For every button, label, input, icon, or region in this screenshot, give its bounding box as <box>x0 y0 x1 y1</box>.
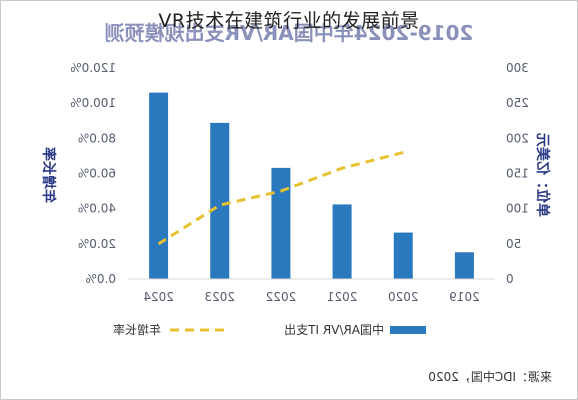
bar-axis-ticks: 0 50 100 150 200 250 300 <box>506 61 529 286</box>
growth-axis-tick: 20.0% <box>78 237 116 251</box>
growth-axis-tick: 0.0% <box>86 272 117 286</box>
category-tick-2019: 2019 <box>449 290 480 304</box>
growth-axis-ticks: 0.0% 20.0% 40.0% 60.0% 80.0% 100.0% 120.0% <box>70 61 116 286</box>
growth-axis-tick: 40.0% <box>78 202 116 216</box>
bar-axis-tick: 0 <box>506 272 514 286</box>
growth-axis-tick: 120.0% <box>70 61 116 75</box>
category-tick-2021: 2021 <box>327 290 358 304</box>
category-tick-2020: 2020 <box>388 290 419 304</box>
mirrored-chart-group: 2019-2024年中国AR/VR支出规模预测 0 50 100 150 200 250 3… <box>40 21 552 384</box>
growth-axis-tick: 60.0% <box>78 167 116 181</box>
bar-axis-tick: 300 <box>506 61 529 75</box>
growth-axis-tick: 100.0% <box>70 96 116 110</box>
legend-line-label: 年增长率 <box>113 322 161 337</box>
bar-axis-tick: 100 <box>506 202 529 216</box>
chart-title: 2019-2024年中国AR/VR支出规模预测 <box>105 21 474 45</box>
source-note: 来源：IDC中国，2020 <box>428 369 552 384</box>
bar-2024 <box>149 92 169 279</box>
category-tick-2023: 2023 <box>204 290 235 304</box>
category-tick-2022: 2022 <box>266 290 297 304</box>
bar-2022 <box>271 167 291 279</box>
bar-2019 <box>454 252 474 279</box>
category-axis-ticks: 2019 2020 2021 2022 2023 2024 <box>143 290 479 304</box>
growth-line-series <box>157 150 404 246</box>
bar-series <box>149 92 474 279</box>
page-title: VR技术在建筑行业的发展前景 <box>158 10 420 32</box>
category-tick-2024: 2024 <box>143 290 174 304</box>
bar-2021 <box>332 204 352 279</box>
legend-bar-label: 中国AR/VR IT支出 <box>284 322 384 337</box>
bar-axis-tick: 50 <box>506 237 521 251</box>
bar-axis-tick: 200 <box>506 131 529 145</box>
bar-2020 <box>393 232 413 279</box>
bar-axis-tick: 150 <box>506 167 529 181</box>
growth-axis-title: 年增长率 <box>40 147 57 203</box>
growth-axis-tick: 80.0% <box>78 131 116 145</box>
legend: 中国AR/VR IT支出 年增长率 <box>113 322 426 337</box>
bar-2023 <box>210 122 230 279</box>
bar-axis-title: 单位：亿美元 <box>534 133 551 217</box>
bar-axis-tick: 250 <box>506 96 529 110</box>
legend-bar-swatch <box>390 326 426 334</box>
